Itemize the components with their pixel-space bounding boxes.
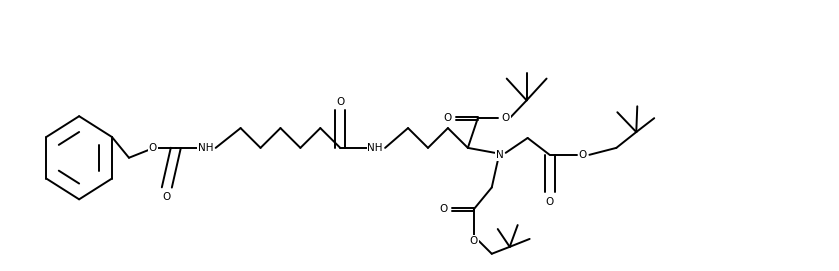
Text: NH: NH <box>367 143 383 153</box>
Text: NH: NH <box>198 143 213 153</box>
Text: O: O <box>502 113 510 123</box>
Text: O: O <box>470 236 478 246</box>
Text: O: O <box>440 204 448 214</box>
Text: O: O <box>444 113 452 123</box>
Text: O: O <box>578 150 586 160</box>
Text: N: N <box>496 150 503 160</box>
Text: O: O <box>149 143 157 153</box>
Text: O: O <box>336 97 344 107</box>
Text: O: O <box>163 192 171 202</box>
Text: O: O <box>545 197 554 207</box>
